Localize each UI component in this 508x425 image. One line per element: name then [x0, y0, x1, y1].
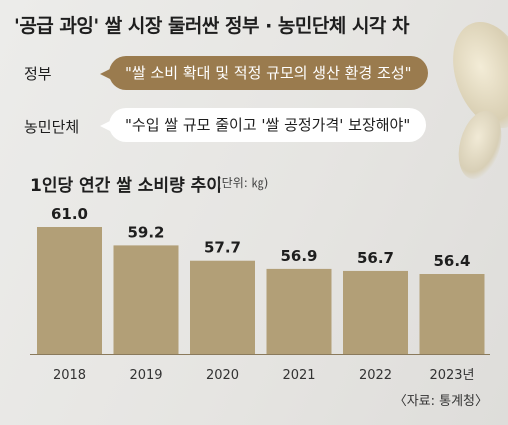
- x-tick-label: 2023년: [429, 368, 474, 383]
- source-note: 〈자료: 통계청〉: [393, 394, 488, 409]
- data-label: 59.2: [127, 223, 164, 241]
- speech-bubble-farmers: "수입 쌀 규모 줄이고 '쌀 공정가격' 보장해야": [99, 108, 427, 142]
- chart-unit-note: (단위: ㎏): [217, 176, 269, 190]
- x-tick-label: 2021: [282, 368, 315, 383]
- data-label: 56.4: [433, 252, 470, 270]
- bar-2021: [266, 268, 332, 354]
- x-tick-label: 2018: [53, 368, 86, 383]
- data-label: 57.7: [204, 239, 241, 257]
- page-title: '공급 과잉' 쌀 시장 둘러싼 정부 · 농민단체 시각 차: [14, 15, 410, 37]
- data-label: 56.7: [357, 249, 394, 267]
- view-label-government: 정부: [24, 65, 52, 83]
- data-label: 56.9: [280, 247, 317, 265]
- chart-title: 1인당 연간 쌀 소비량 추이: [30, 176, 222, 196]
- bar-2023년: [419, 274, 485, 354]
- bar-2019: [113, 245, 179, 354]
- x-tick-label: 2019: [129, 368, 162, 383]
- bar-2022: [343, 270, 408, 354]
- speech-bubble-government: "쌀 소비 확대 및 적정 규모의 생산 환경 조성": [100, 56, 428, 90]
- bar-2018: [37, 227, 102, 354]
- x-tick-label: 2022: [359, 368, 392, 383]
- data-label: 61.0: [51, 205, 88, 223]
- view-label-farmers: 농민단체: [24, 118, 80, 136]
- bar-2020: [190, 260, 255, 354]
- x-tick-label: 2020: [206, 368, 239, 383]
